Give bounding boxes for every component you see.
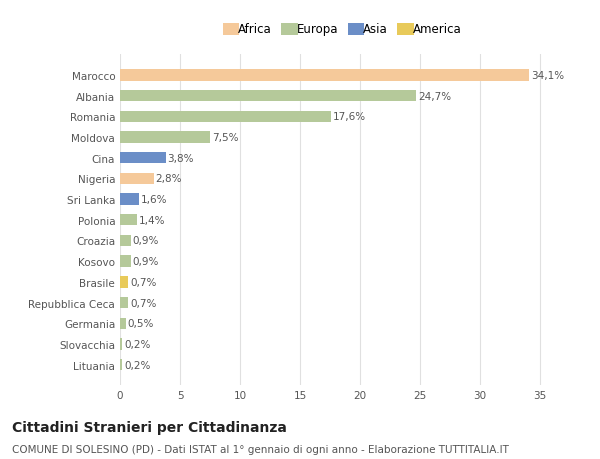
Bar xyxy=(120,153,166,164)
Bar xyxy=(120,215,137,226)
Text: 0,2%: 0,2% xyxy=(124,339,151,349)
Text: 17,6%: 17,6% xyxy=(333,112,366,122)
Text: 0,7%: 0,7% xyxy=(130,298,157,308)
Legend: Africa, Europa, Asia, America: Africa, Europa, Asia, America xyxy=(218,18,466,40)
Bar xyxy=(120,70,529,81)
Bar xyxy=(120,318,126,329)
Text: 24,7%: 24,7% xyxy=(418,91,451,101)
Text: 7,5%: 7,5% xyxy=(212,133,238,143)
Bar xyxy=(120,91,416,102)
Text: 0,2%: 0,2% xyxy=(124,360,151,370)
Bar xyxy=(120,277,128,288)
Bar xyxy=(120,359,122,370)
Bar xyxy=(120,297,128,308)
Text: 1,4%: 1,4% xyxy=(139,215,165,225)
Text: COMUNE DI SOLESINO (PD) - Dati ISTAT al 1° gennaio di ogni anno - Elaborazione T: COMUNE DI SOLESINO (PD) - Dati ISTAT al … xyxy=(12,444,509,454)
Bar xyxy=(120,112,331,123)
Bar xyxy=(120,194,139,205)
Text: 0,9%: 0,9% xyxy=(133,236,159,246)
Text: 0,9%: 0,9% xyxy=(133,257,159,267)
Text: 3,8%: 3,8% xyxy=(167,153,194,163)
Bar xyxy=(120,256,131,267)
Text: 2,8%: 2,8% xyxy=(155,174,182,184)
Bar xyxy=(120,339,122,350)
Text: 0,5%: 0,5% xyxy=(128,319,154,329)
Bar xyxy=(120,235,131,246)
Bar xyxy=(120,132,210,143)
Text: 0,7%: 0,7% xyxy=(130,277,157,287)
Text: Cittadini Stranieri per Cittadinanza: Cittadini Stranieri per Cittadinanza xyxy=(12,420,287,434)
Text: 1,6%: 1,6% xyxy=(141,195,167,205)
Bar xyxy=(120,174,154,185)
Text: 34,1%: 34,1% xyxy=(531,71,564,81)
